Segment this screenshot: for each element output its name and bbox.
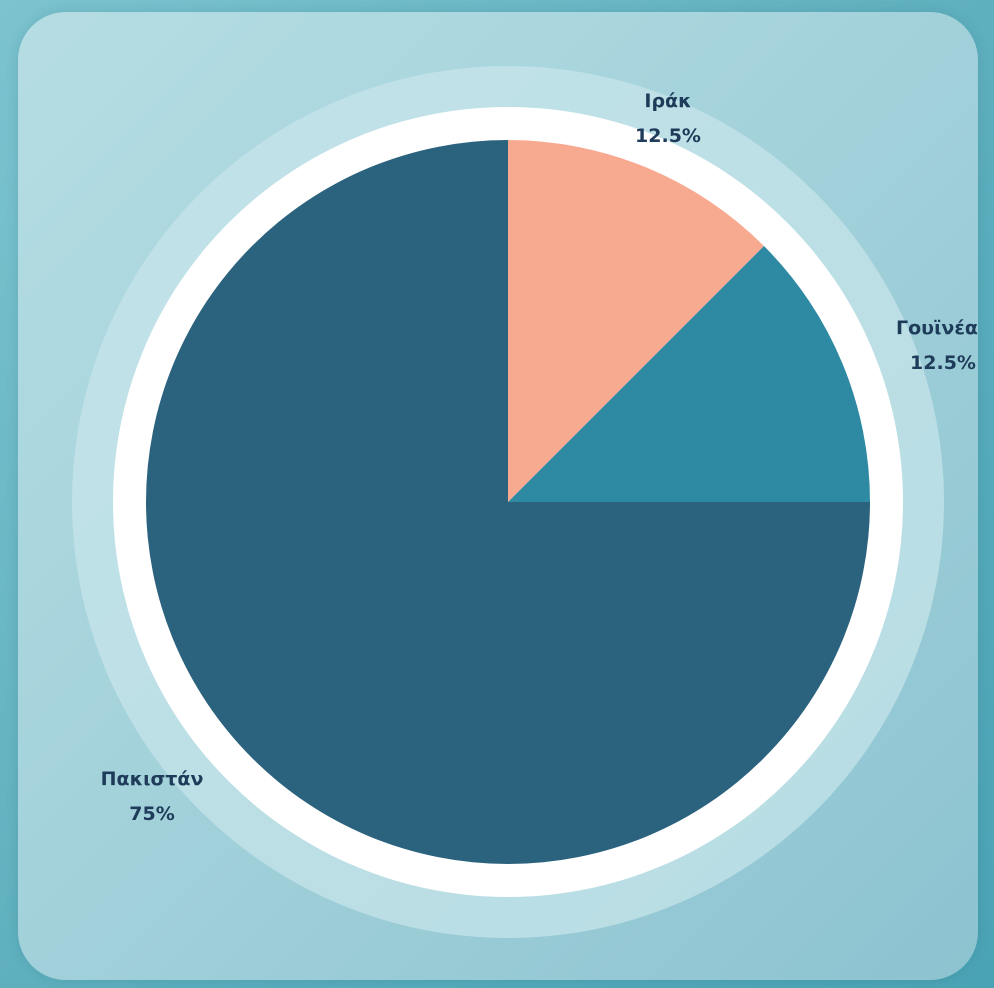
pie-slice-2: [146, 140, 870, 864]
slice-label-percent: 12.5%: [910, 352, 976, 374]
slice-label-name: Πακιστάν: [101, 768, 204, 790]
slice-label-percent: 12.5%: [635, 125, 701, 147]
pie-slices: [146, 140, 870, 864]
slice-label-percent: 75%: [129, 803, 174, 825]
slice-label-guinea: Γουϊνέα 12.5%: [896, 317, 978, 374]
slice-label-name: Ιράκ: [644, 90, 691, 112]
pie-slice-0: [508, 140, 764, 502]
slice-label-pakistan: Πακιστάν 75%: [101, 768, 204, 825]
slice-label-name: Γουϊνέα: [896, 317, 978, 339]
slice-label-iraq: Ιράκ 12.5%: [635, 90, 701, 147]
pie-slice-1: [508, 246, 870, 502]
